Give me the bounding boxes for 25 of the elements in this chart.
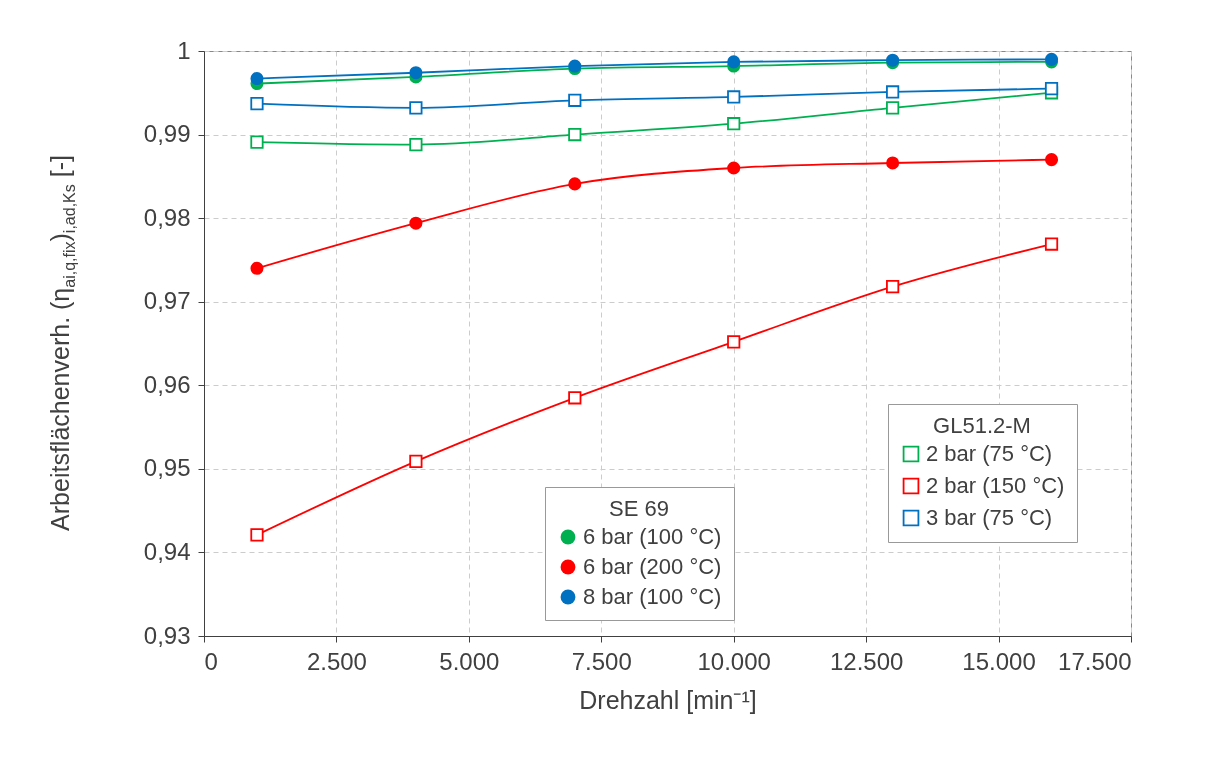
y-tick-label: 0,98	[143, 203, 191, 231]
annotation: GL51.2-M	[933, 413, 1031, 438]
y-tick-label: 0,95	[143, 454, 191, 482]
x-axis-title: Drehzahl [min⁻¹]	[579, 685, 757, 714]
legend-label: 2 bar (150 °C)	[926, 473, 1065, 498]
legend-label: 6 bar (200 °C)	[583, 554, 722, 579]
y-tick-label: 0,96	[143, 370, 191, 398]
x-tick-label: 5.000	[439, 647, 500, 675]
y-tick-label: 1	[177, 36, 191, 64]
y-tick-label: 0,94	[143, 537, 191, 565]
x-tick-label: 10.000	[697, 647, 771, 675]
annotation: SE 69	[609, 496, 669, 521]
x-tick-label: 17.500	[1058, 647, 1132, 675]
x-tick-label: 12.500	[829, 647, 904, 675]
y-tick-label: 0,93	[143, 621, 191, 649]
legend-label: 2 bar (75 °C)	[926, 441, 1053, 466]
legend-label: 8 bar (100 °C)	[583, 584, 722, 609]
y-tick-label: 0,97	[143, 287, 191, 315]
x-tick-label: 15.000	[962, 647, 1036, 675]
y-tick-label: 0,99	[143, 120, 191, 148]
legend-label: 6 bar (100 °C)	[583, 524, 722, 549]
x-tick-label: 0	[204, 647, 218, 675]
x-tick-label: 7.500	[571, 647, 632, 675]
legend-label: 3 bar (75 °C)	[926, 505, 1053, 530]
x-tick-label: 2.500	[306, 647, 367, 675]
